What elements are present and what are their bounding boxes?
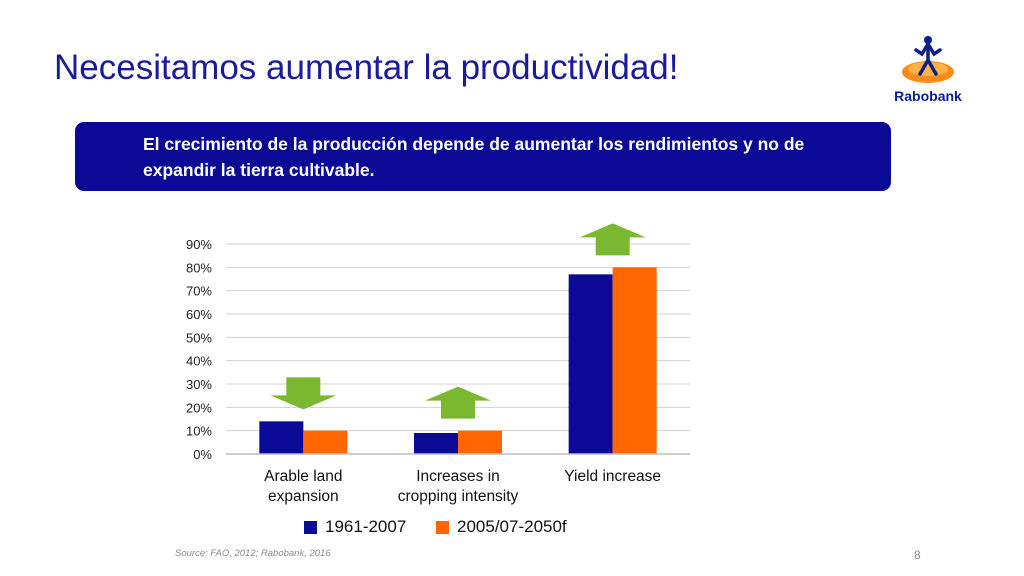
up-arrow-icon (425, 386, 491, 419)
y-tick-label: 90% (186, 237, 212, 252)
y-axis-ticks: 0% 10% 20% 30% 40% 50% 60% 70% 80% 90% (186, 237, 212, 462)
down-arrow-icon (270, 377, 337, 410)
legend-swatch-series2 (436, 520, 449, 534)
y-tick-label: 60% (186, 307, 212, 322)
legend-label-series1: 1961-2007 (325, 517, 407, 536)
legend-swatch-series1 (304, 520, 317, 534)
banner-text: El crecimiento de la producción depende … (143, 134, 805, 180)
x-tick-label: Yield increase (564, 468, 661, 485)
bar-series2 (612, 267, 657, 454)
x-axis-labels: Arable land expansion Increases in cropping… (264, 468, 661, 505)
y-tick-label: 20% (186, 400, 212, 415)
legend-item-series1: 1961-2007 (304, 516, 406, 538)
legend-item-series2: 2005/07-2050f (436, 516, 567, 538)
logo-text: Rabobank (894, 88, 962, 104)
bar-series1 (414, 433, 458, 454)
up-arrow-icon (579, 223, 646, 256)
x-tick-label: expansion (268, 488, 339, 505)
bar-series1 (259, 421, 304, 454)
y-tick-label: 40% (186, 354, 212, 369)
y-tick-label: 70% (186, 284, 212, 299)
x-tick-label: cropping intensity (398, 488, 519, 505)
bar-series2 (303, 430, 348, 454)
source-note: Source: FAO, 2012; Rabobank, 2016 (175, 548, 331, 559)
bar-series2 (458, 430, 502, 454)
y-tick-label: 30% (186, 377, 212, 392)
rabobank-figure-icon (902, 36, 954, 83)
page-number: 8 (914, 548, 921, 562)
x-tick-label: Arable land (264, 468, 342, 485)
rabobank-logo: Rabobank (878, 30, 978, 110)
bars (259, 267, 657, 454)
bar-series1 (568, 274, 613, 454)
y-tick-label: 80% (186, 260, 212, 275)
y-tick-label: 50% (186, 330, 212, 345)
slide-title: Necesitamos aumentar la productividad! (54, 48, 679, 87)
x-tick-label: Increases in (416, 468, 500, 485)
y-tick-label: 0% (193, 447, 212, 462)
y-tick-label: 10% (186, 424, 212, 439)
legend-label-series2: 2005/07-2050f (457, 517, 567, 536)
key-message-banner: El crecimiento de la producción depende … (75, 122, 891, 191)
arrows (270, 223, 646, 419)
